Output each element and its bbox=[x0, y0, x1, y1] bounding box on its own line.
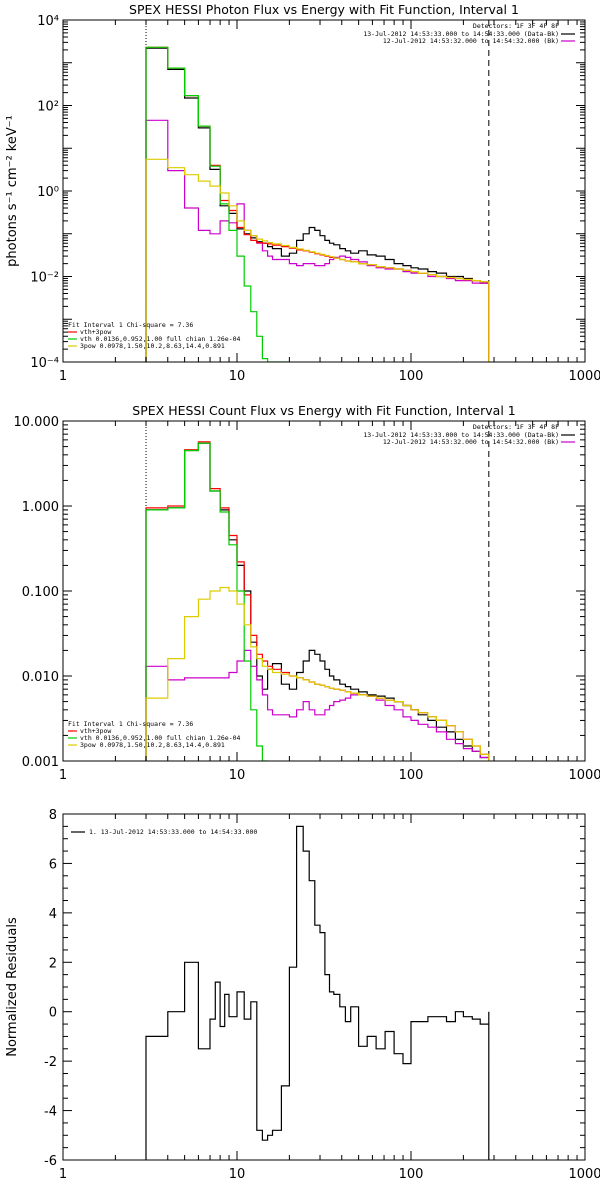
x-tick-label: 1 bbox=[59, 369, 67, 384]
chart-panel-3: Normalized Residuals 1 10 100 1000 -6 -4 -2 0 2 4 6… bbox=[5, 808, 600, 1182]
x-tick-label: 10 bbox=[229, 1167, 246, 1182]
fit-legend-header: Fit Interval 1 Chi-square = 7.36 bbox=[68, 321, 193, 329]
legend: 1. 13-Jul-2012 14:53:33.000 to 14:54:33.… bbox=[71, 828, 257, 836]
plot-area bbox=[145, 825, 490, 1160]
y-tick-label: 0.001 bbox=[22, 755, 59, 770]
y-tick-label: 6 bbox=[49, 857, 57, 872]
y-tick-label: 10⁻⁴ bbox=[30, 356, 59, 371]
series-line-1 bbox=[145, 442, 490, 761]
x-tick-label: 100 bbox=[399, 768, 424, 783]
y-axis-label: Normalized Residuals bbox=[5, 917, 20, 1057]
chart-title: SPEX HESSI Photon Flux vs Energy with Fi… bbox=[129, 2, 519, 17]
y-tick-label: 0.010 bbox=[22, 670, 59, 685]
y-tick-label: 10⁴ bbox=[37, 14, 59, 29]
y-tick-label: 1.000 bbox=[22, 500, 59, 515]
x-tick-label: 10 bbox=[229, 369, 246, 384]
series-line-4 bbox=[145, 46, 290, 362]
x-tick-label: 1 bbox=[59, 768, 67, 783]
series-line-2 bbox=[145, 119, 490, 362]
series-line-5 bbox=[145, 158, 490, 362]
fit-legend-entry-label: vth 0.0136,0.952,1.00 full chian 1.26e-0… bbox=[80, 734, 241, 742]
y-tick-label: 10⁰ bbox=[37, 185, 59, 200]
x-tick-label: 1000 bbox=[568, 768, 600, 783]
series-line-3 bbox=[145, 46, 490, 362]
fit-legend-entry-label: 3pow 0.0978,1.50,10.2,8.63,14.4,0.891 bbox=[80, 741, 225, 749]
axis-frame bbox=[62, 420, 586, 762]
y-tick-label: 8 bbox=[49, 808, 57, 823]
chart-panel-2: SPEX HESSI Count Flux vs Energy with Fit… bbox=[14, 403, 600, 783]
legend-header: Detectors: 1F 3F 4F 8F bbox=[473, 22, 559, 30]
y-tick-label: 0.100 bbox=[22, 585, 59, 600]
x-tick-label: 1000 bbox=[568, 369, 600, 384]
y-axis-label: photons s⁻¹ cm⁻² keV⁻¹ bbox=[5, 115, 20, 267]
x-tick-label: 1 bbox=[59, 1167, 67, 1182]
series-line-5 bbox=[145, 586, 490, 761]
fit-legend-entry-label: vth+3pow bbox=[80, 727, 111, 735]
y-tick-label: -2 bbox=[44, 1055, 57, 1070]
x-tick-label: 100 bbox=[399, 369, 424, 384]
fit-legend: Fit Interval 1 Chi-square = 7.36vth+3pow… bbox=[68, 720, 241, 749]
fit-legend-entry-label: 3pow 0.0978,1.50,10.2,8.63,14.4,0.891 bbox=[80, 342, 225, 350]
fit-legend-entry-label: vth+3pow bbox=[80, 328, 111, 336]
y-tick-label: 10² bbox=[37, 100, 59, 115]
plot-area bbox=[145, 421, 490, 761]
x-tick-label: 1000 bbox=[568, 1167, 600, 1182]
legend-entry-label: 13-Jul-2012 14:53:33.000 to 14:54:33.000… bbox=[363, 30, 559, 38]
y-tick-label: 10.000 bbox=[14, 415, 60, 430]
fit-legend-entry-label: vth 0.0136,0.952,1.00 full chian 1.26e-0… bbox=[80, 335, 241, 343]
series-line-1 bbox=[145, 825, 490, 1160]
plot-area bbox=[145, 20, 490, 362]
legend-entry-label: 12-Jul-2012 14:53:32.000 to 14:54:32.000… bbox=[383, 438, 559, 446]
legend-header: Detectors: 1F 3F 4F 8F bbox=[473, 423, 559, 431]
legend-entry-label: 13-Jul-2012 14:53:33.000 to 14:54:33.000… bbox=[363, 431, 559, 439]
x-tick-label: 10 bbox=[229, 768, 246, 783]
y-tick-label: 10⁻² bbox=[30, 271, 59, 286]
fit-legend: Fit Interval 1 Chi-square = 7.36vth+3pow… bbox=[68, 321, 241, 350]
axis-frame bbox=[62, 19, 586, 363]
y-tick-label: 4 bbox=[49, 907, 57, 922]
chart-panel-1: SPEX HESSI Photon Flux vs Energy with Fi… bbox=[5, 2, 600, 384]
axis-frame bbox=[62, 813, 586, 1161]
y-tick-label: -4 bbox=[44, 1105, 57, 1120]
fit-legend-header: Fit Interval 1 Chi-square = 7.36 bbox=[68, 720, 193, 728]
y-tick-label: -6 bbox=[44, 1154, 57, 1169]
y-tick-label: 2 bbox=[49, 956, 57, 971]
chart-title: SPEX HESSI Count Flux vs Energy with Fit… bbox=[132, 403, 515, 418]
x-tick-label: 100 bbox=[399, 1167, 424, 1182]
y-tick-label: 0 bbox=[49, 1006, 57, 1021]
series-line-4 bbox=[145, 442, 268, 761]
legend-entry-label: 12-Jul-2012 14:53:32.000 to 14:54:32.000… bbox=[383, 37, 559, 45]
legend-entry-label: 1. 13-Jul-2012 14:53:33.000 to 14:54:33.… bbox=[89, 828, 257, 836]
series-line-3 bbox=[145, 441, 490, 761]
